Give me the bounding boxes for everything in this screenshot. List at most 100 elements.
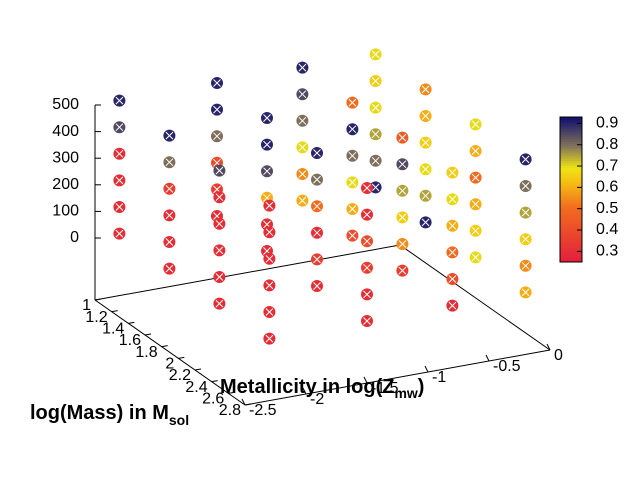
x-tick (178, 356, 185, 359)
point-cross (263, 114, 271, 122)
point-cross (363, 263, 371, 272)
point-cross (448, 301, 457, 310)
y-axis-label-tail: ) (418, 376, 425, 398)
colorbar-segment (560, 117, 582, 120)
colorbar-segment (560, 153, 582, 157)
point-cross (265, 334, 274, 343)
point-cross (115, 149, 124, 158)
colorbar-tick-label: 0.8 (596, 136, 618, 153)
colorbar-segment (560, 184, 582, 188)
colorbar-segment (560, 235, 582, 239)
point-cross (115, 203, 124, 211)
point-cross (348, 178, 357, 187)
colorbar-segment (560, 179, 582, 183)
y-axis-label: Metallicity in log(Zmw) (220, 376, 424, 400)
x-tick (111, 310, 118, 313)
point-cross (348, 98, 357, 107)
point-cross (398, 266, 407, 275)
colorbar-segment (560, 233, 582, 236)
point-cross (521, 182, 530, 190)
point-cross (313, 255, 321, 264)
point-cross (521, 288, 530, 297)
point-cross (115, 96, 124, 105)
colorbar-segment (560, 175, 582, 178)
colorbar-segment (560, 225, 582, 229)
point-cross (215, 166, 224, 175)
base-edge (399, 244, 551, 351)
colorbar-segment (560, 230, 582, 234)
y-axis-label-sub: mw (394, 385, 417, 401)
point-cross (421, 85, 430, 94)
colorbar-segment (560, 146, 582, 149)
colorbar-segment (560, 242, 582, 246)
point-cross (421, 218, 430, 227)
point-cross (313, 282, 321, 290)
x-tick-label: 1.4 (102, 321, 124, 338)
point-cross (213, 105, 221, 114)
x-tick-label: 2 (165, 356, 174, 373)
point-cross (298, 143, 307, 152)
colorbar-segment (560, 194, 582, 198)
x-tick-label: 1.6 (119, 332, 141, 349)
point-cross (448, 168, 457, 177)
point-cross (398, 213, 407, 222)
colorbar-segment (560, 223, 582, 227)
point-cross (213, 132, 221, 141)
point-cross (165, 131, 174, 140)
y-tick (546, 343, 551, 351)
colorbar-segment (560, 206, 582, 210)
y-tick-label: -2 (310, 391, 324, 408)
point-cross (265, 228, 274, 237)
point-cross (348, 151, 357, 160)
colorbar-segment (560, 141, 582, 145)
colorbar-tick-label: 0.3 (596, 243, 618, 260)
point-cross (521, 155, 530, 164)
colorbar-segment (560, 249, 582, 253)
point-cross (298, 196, 307, 205)
point-cross (421, 191, 430, 200)
base-edge (94, 244, 401, 301)
z-tick-label: 0 (70, 229, 79, 246)
z-tick-label: 500 (52, 96, 79, 113)
colorbar-segment (560, 148, 582, 152)
y-tick (363, 376, 368, 384)
colorbar-frame (559, 116, 583, 263)
x-tick-label: 1.2 (85, 309, 107, 326)
point-cross (348, 205, 357, 213)
x-tick (228, 391, 235, 394)
z-tick-label: 200 (52, 176, 79, 193)
y-tick-label: -0.5 (493, 358, 521, 375)
point-cross (313, 202, 321, 211)
point-cross (521, 261, 530, 270)
colorbar-segment (560, 124, 582, 128)
point-cross (371, 77, 380, 85)
point-cross (398, 133, 407, 142)
colorbar-segment (560, 220, 582, 224)
point-cross (471, 173, 480, 182)
point-cross (298, 170, 307, 178)
point-cross (263, 167, 271, 176)
point-cross (265, 281, 274, 290)
point-cross (165, 264, 174, 273)
point-cross (363, 290, 371, 299)
colorbar-segment (560, 170, 582, 174)
point-cross (363, 210, 371, 219)
point-cross (448, 275, 457, 283)
y-tick (485, 354, 490, 362)
y-tick-label: 0 (554, 347, 563, 364)
colorbar-tick-label: 0.5 (596, 200, 618, 217)
point-cross (471, 200, 480, 209)
colorbar-segment (560, 240, 582, 244)
y-tick (302, 387, 307, 395)
point-cross (471, 226, 480, 235)
colorbar-segment (560, 247, 582, 251)
x-tick-label: 1 (82, 297, 91, 314)
point-cross (371, 183, 380, 192)
point-cross (265, 201, 274, 210)
x-tick (144, 333, 152, 336)
point-cross (448, 221, 457, 230)
x-axis-label-sub: sol (169, 412, 189, 428)
x-axis-label-main: log(Mass) in M (30, 402, 169, 424)
